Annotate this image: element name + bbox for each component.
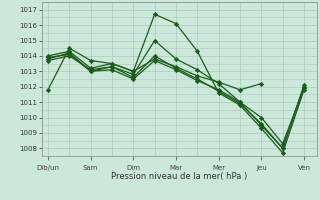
X-axis label: Pression niveau de la mer( hPa ): Pression niveau de la mer( hPa ) [111,172,247,181]
